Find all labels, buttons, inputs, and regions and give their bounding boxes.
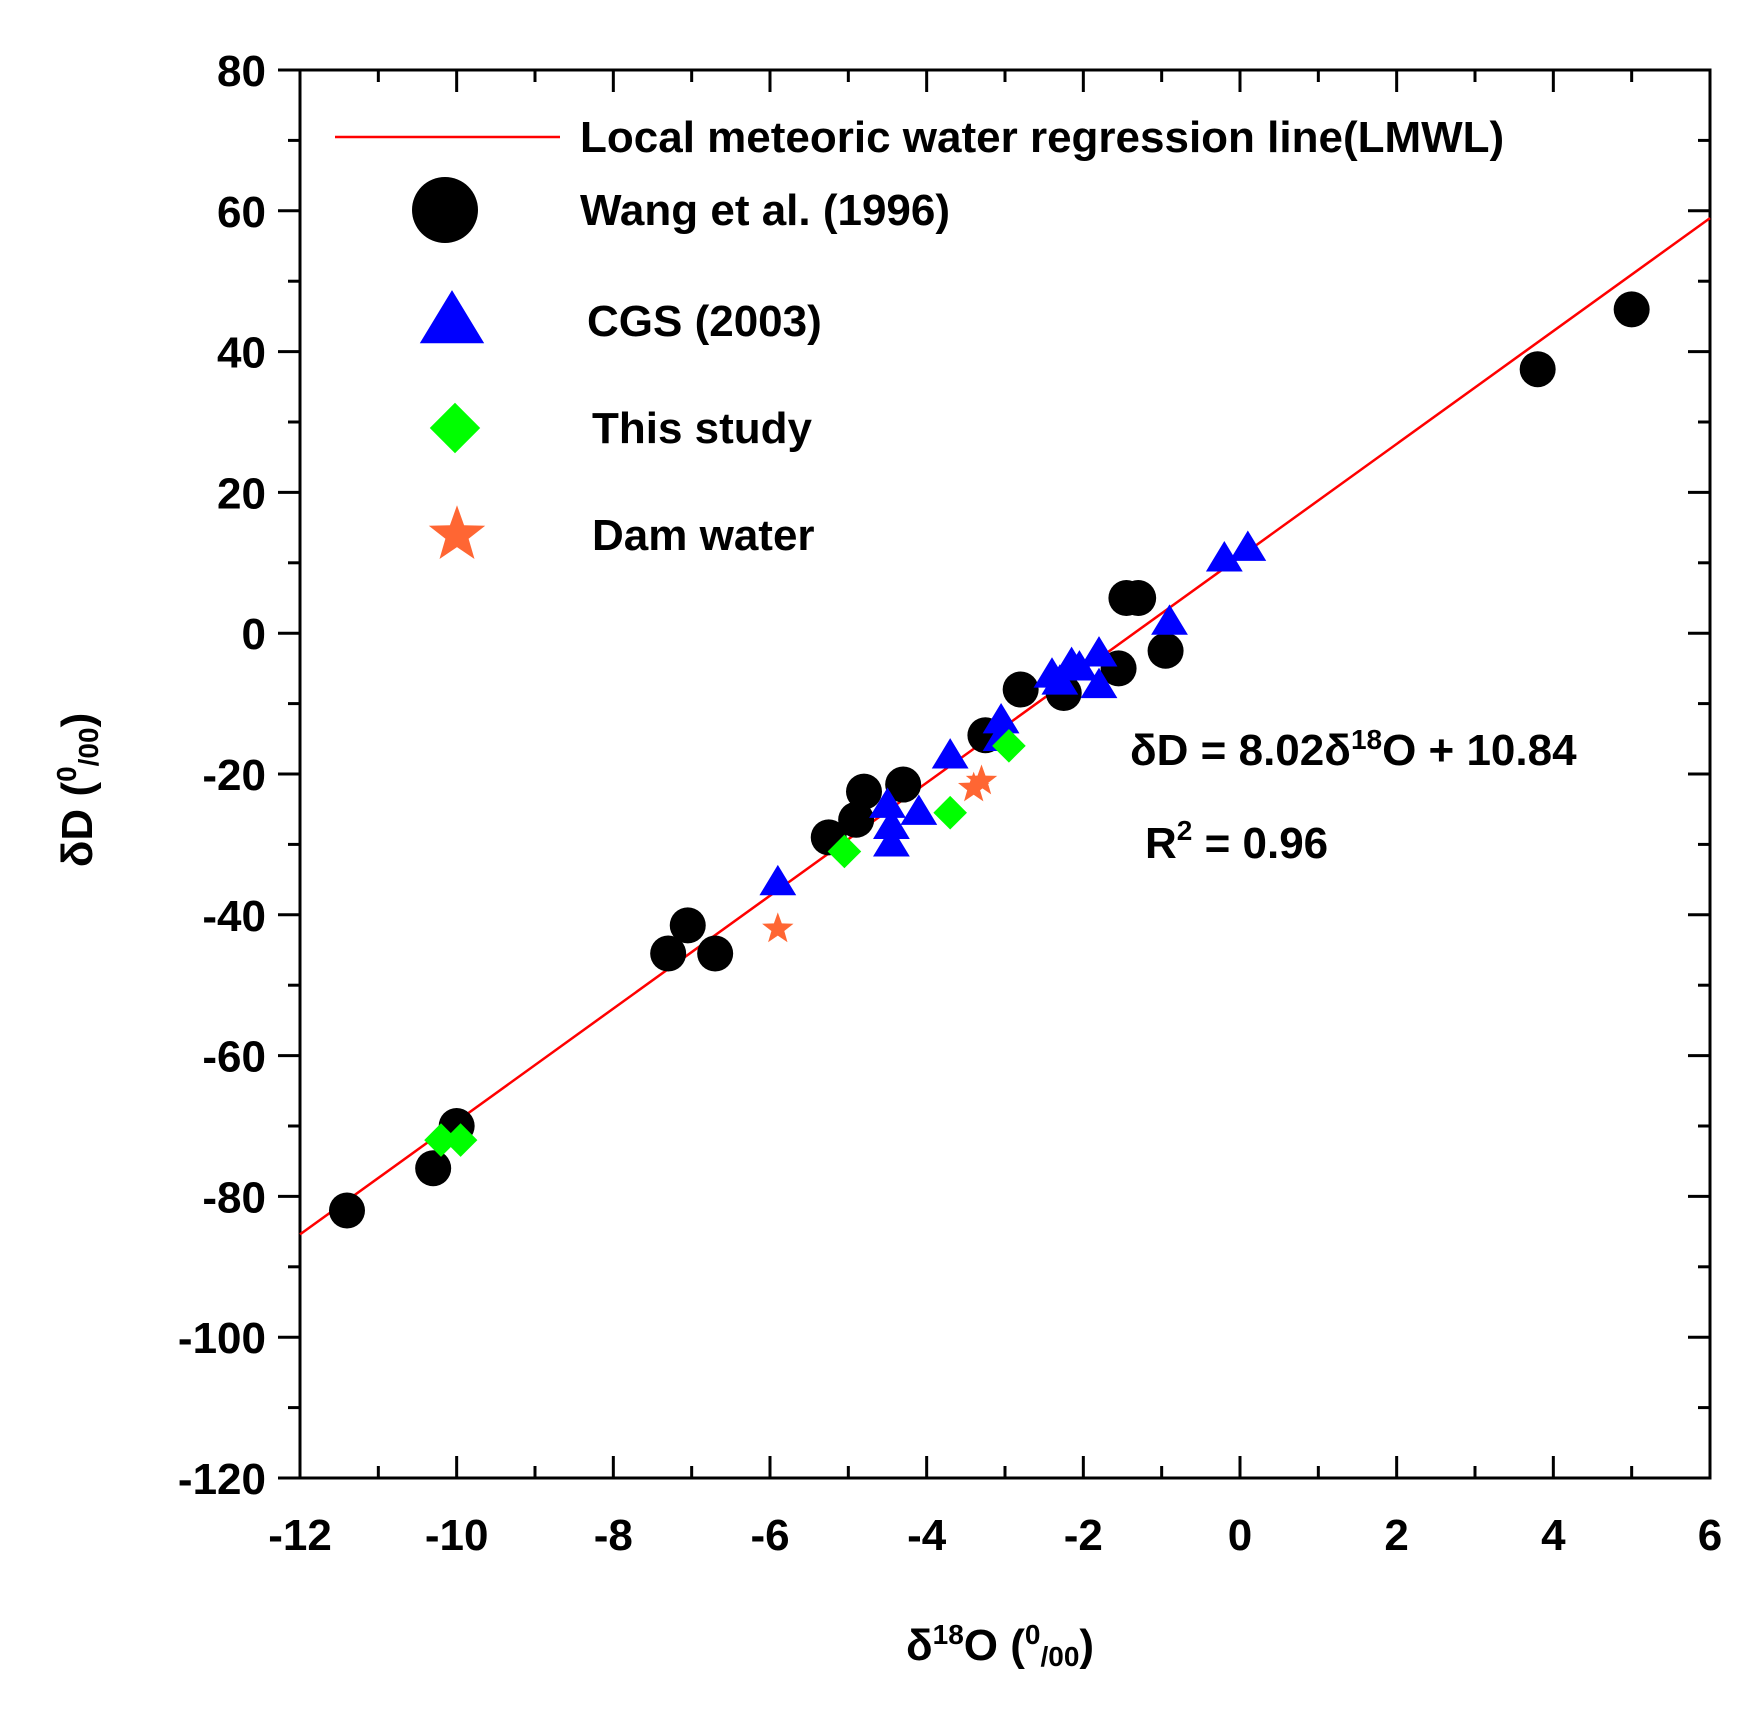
point-cgs-2003 <box>759 864 797 896</box>
point-cgs-2003 <box>1080 667 1118 699</box>
point-cgs-2003 <box>869 787 906 818</box>
point-wang-et-al-1996 <box>838 801 875 838</box>
point-cgs-2003 <box>931 738 969 769</box>
legend-label: Local meteoric water regression line(LMW… <box>580 113 1504 162</box>
point-cgs-2003 <box>1041 664 1079 695</box>
point-cgs-2003 <box>1061 650 1098 681</box>
legend-star-marker <box>428 505 486 559</box>
regression-equation: δD = 8.02δ18O + 10.84 <box>1130 724 1577 775</box>
point-cgs-2003 <box>1229 530 1267 561</box>
point-cgs-2003 <box>1205 541 1243 572</box>
y-tick-label: -20 <box>202 751 266 800</box>
y-tick-label: 80 <box>217 47 266 96</box>
legend-circle-marker <box>412 177 478 243</box>
x-tick-label: -6 <box>750 1511 789 1560</box>
point-cgs-2003 <box>900 794 938 825</box>
point-cgs-2003 <box>873 826 910 857</box>
x-tick-label: -12 <box>268 1511 332 1560</box>
data-points <box>329 291 1650 1229</box>
point-this-study <box>827 834 862 869</box>
x-tick-label: 4 <box>1541 1511 1566 1560</box>
y-tick-label: -60 <box>202 1033 266 1082</box>
x-tick-label: 0 <box>1228 1511 1252 1560</box>
point-dam-water <box>762 912 794 943</box>
point-wang-et-al-1996 <box>1519 351 1556 388</box>
point-cgs-2003 <box>982 702 1020 734</box>
axis-tick-labels: -12 -10 -8 -6 -4 -2 0 2 4 6806040200-20-40-60-80-… <box>178 47 1722 1560</box>
axis-ticks <box>278 68 1712 1480</box>
point-wang-et-al-1996 <box>329 1192 365 1229</box>
point-wang-et-al-1996 <box>650 935 687 972</box>
point-wang-et-al-1996 <box>697 935 734 972</box>
point-wang-et-al-1996 <box>1613 291 1650 328</box>
point-this-study <box>992 729 1026 763</box>
point-wang-et-al-1996 <box>415 1150 452 1187</box>
y-tick-label: 40 <box>217 329 266 378</box>
legend-label: Dam water <box>592 511 815 560</box>
x-tick-label: -2 <box>1064 1511 1103 1560</box>
x-tick-label: -4 <box>907 1511 947 1560</box>
y-tick-label: -80 <box>202 1173 266 1222</box>
point-cgs-2003 <box>1080 636 1118 667</box>
point-wang-et-al-1996 <box>846 773 882 810</box>
x-tick-label: -10 <box>425 1511 489 1560</box>
legend-label: Wang et al. (1996) <box>580 186 950 235</box>
legend-diamond-marker <box>429 402 481 454</box>
y-tick-label: 20 <box>217 469 266 518</box>
point-wang-et-al-1996 <box>1002 671 1039 708</box>
point-dam-water <box>965 764 998 795</box>
x-axis-title: δ18O (0/00) <box>906 1619 1094 1672</box>
legend-triangle-marker <box>419 290 485 344</box>
legend-label: This study <box>592 404 813 453</box>
point-cgs-2003 <box>1151 604 1188 635</box>
x-tick-label: 6 <box>1698 1511 1722 1560</box>
point-wang-et-al-1996 <box>1147 632 1184 669</box>
point-this-study <box>443 1123 478 1157</box>
point-wang-et-al-1996 <box>669 907 706 944</box>
point-cgs-2003 <box>873 808 910 839</box>
y-tick-label: -40 <box>202 892 266 941</box>
y-axis-title: δD (0/00) <box>51 713 104 868</box>
y-tick-label: 60 <box>217 188 266 237</box>
y-tick-label: -120 <box>178 1455 266 1504</box>
point-dam-water <box>958 771 990 802</box>
r-squared-label: R2 = 0.96 <box>1145 815 1328 868</box>
y-tick-label: 0 <box>242 610 266 659</box>
point-this-study <box>424 1123 458 1157</box>
y-tick-label: -100 <box>178 1314 266 1363</box>
point-wang-et-al-1996 <box>885 766 922 803</box>
point-this-study <box>933 795 967 830</box>
legend: Local meteoric water regression line(LMW… <box>335 113 1504 560</box>
point-wang-et-al-1996 <box>1120 580 1157 616</box>
x-tick-label: 2 <box>1384 1511 1408 1560</box>
legend-label: CGS (2003) <box>587 297 822 346</box>
x-tick-label: -8 <box>594 1511 633 1560</box>
